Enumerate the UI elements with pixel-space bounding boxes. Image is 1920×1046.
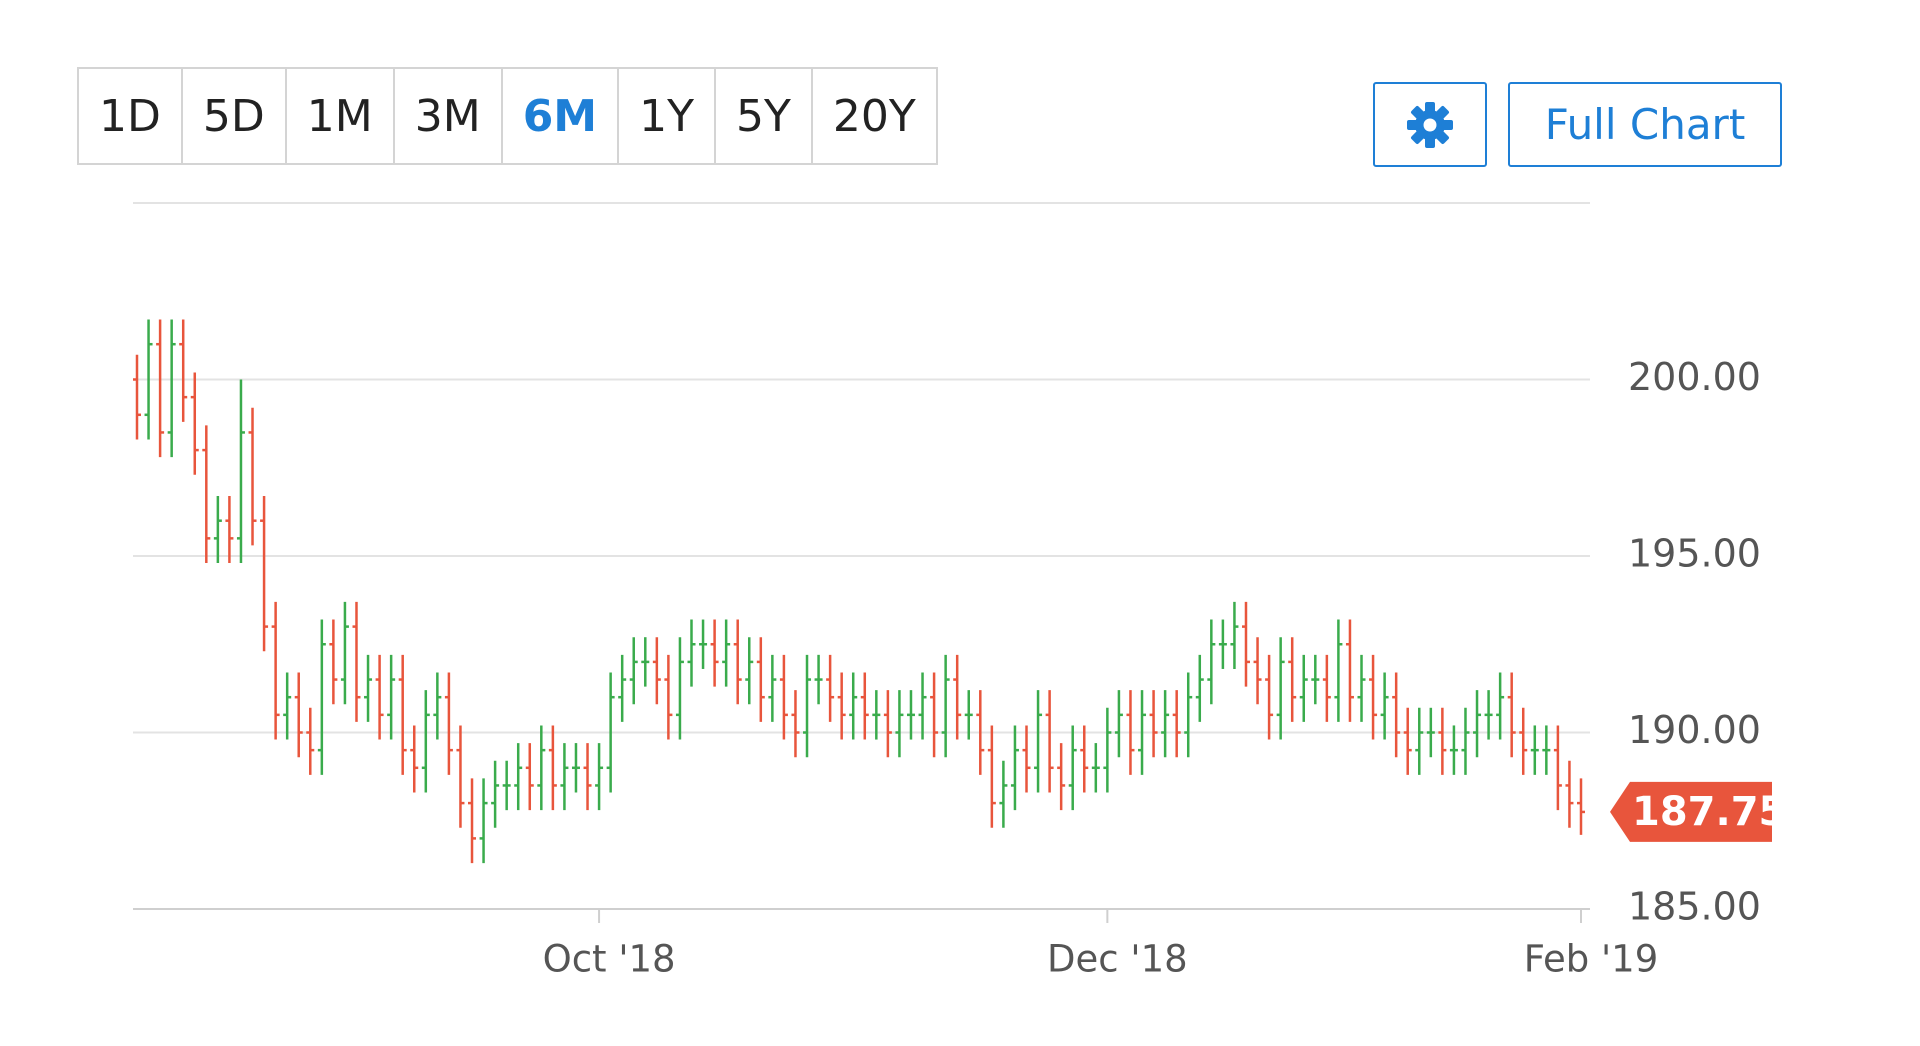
x-tick-label: Feb '19 [1524, 938, 1659, 981]
x-tick-label: Oct '18 [543, 938, 676, 981]
range-selector: 1D 5D 1M 3M 6M 1Y 5Y 20Y [77, 67, 938, 165]
range-button[interactable]: 1M [284, 69, 393, 163]
last-price-marker [1610, 781, 1772, 842]
range-button[interactable]: 1D [79, 69, 181, 163]
range-button[interactable]: 5Y [713, 69, 811, 163]
last-price-label: 187.75 [1632, 789, 1786, 835]
x-tick-label: Dec '18 [1047, 938, 1188, 981]
range-button[interactable]: 1Y [617, 69, 714, 163]
range-button[interactable]: 20Y [810, 69, 936, 163]
full-chart-button[interactable]: Full Chart [1508, 82, 1782, 167]
y-tick-label: 195.00 [1628, 532, 1761, 576]
range-button[interactable]: 3M [392, 69, 501, 163]
gear-icon [1407, 101, 1453, 148]
y-tick-label: 190.00 [1628, 708, 1761, 752]
settings-button[interactable] [1373, 82, 1487, 167]
range-button[interactable]: 6M [500, 69, 618, 163]
range-button[interactable]: 5D [180, 69, 285, 163]
y-tick-label: 200.00 [1628, 355, 1761, 399]
y-tick-label: 185.00 [1628, 885, 1761, 929]
